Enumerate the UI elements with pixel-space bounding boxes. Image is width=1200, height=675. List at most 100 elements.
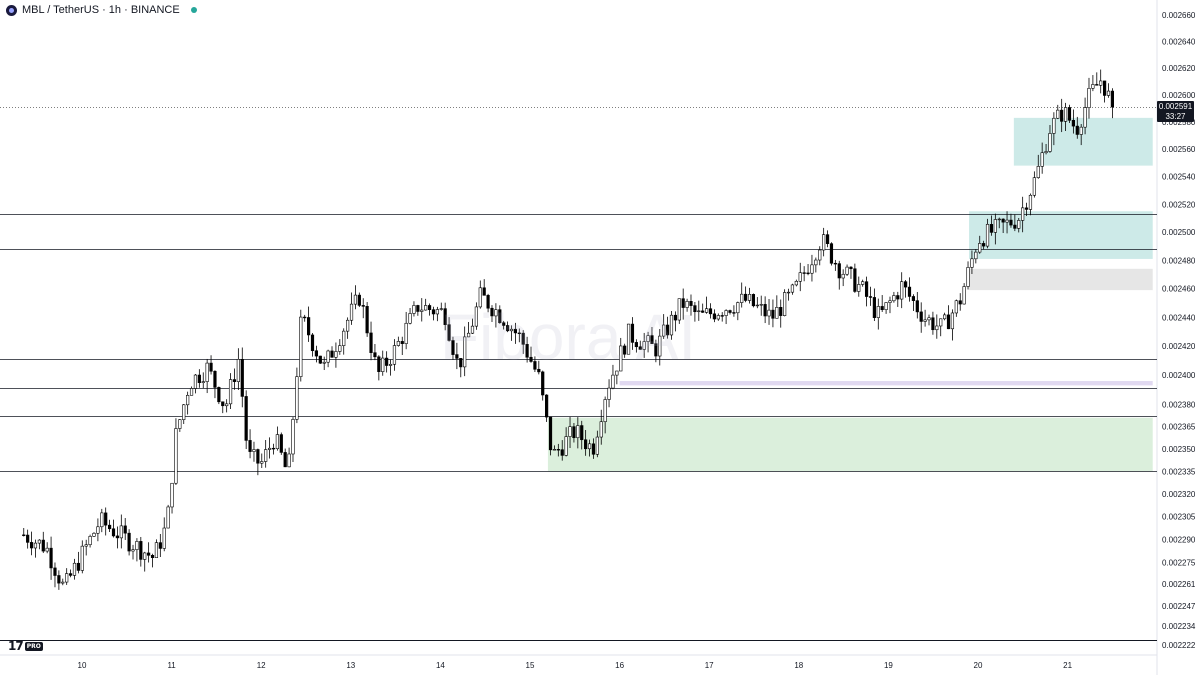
- candle-body: [954, 300, 958, 314]
- candle-body: [498, 309, 502, 324]
- candle-body: [837, 263, 841, 279]
- candle-body: [966, 267, 970, 287]
- candle-body: [353, 294, 358, 305]
- candle-body: [728, 310, 732, 313]
- symbol-legend[interactable]: MBL / TetherUS · 1h · BINANCE: [6, 4, 197, 16]
- candle-body: [654, 343, 658, 357]
- candle-body: [435, 309, 439, 315]
- candle-body: [681, 298, 685, 308]
- candle-body: [369, 332, 373, 353]
- candle-body: [72, 562, 77, 576]
- candle-body: [841, 273, 845, 279]
- candle-body: [197, 374, 201, 383]
- candle-body: [521, 332, 525, 345]
- candle-body: [708, 308, 713, 315]
- candle-body: [463, 336, 467, 368]
- last-price-value: 0.002591: [1158, 102, 1193, 111]
- candle-body: [720, 315, 724, 317]
- candle-body: [584, 439, 588, 450]
- candle-body: [33, 542, 38, 549]
- candle-body: [884, 302, 888, 311]
- tradingview-logo[interactable]: 17 PRO: [8, 639, 43, 653]
- candle-body: [712, 313, 717, 320]
- candle-body: [307, 317, 311, 336]
- candle-body: [1075, 125, 1079, 135]
- candle-body: [1028, 194, 1033, 210]
- y-tick-label: 0.002275: [1162, 558, 1196, 567]
- candle-body: [802, 272, 806, 274]
- candle-body: [1040, 152, 1044, 167]
- candle-body: [880, 306, 884, 311]
- zone-teal-0: [1013, 117, 1153, 166]
- candle-body: [950, 312, 955, 330]
- candle-body: [857, 284, 861, 292]
- candle-body: [1110, 90, 1114, 108]
- candle-body: [104, 512, 108, 526]
- candle-body: [935, 325, 939, 331]
- candle-body: [334, 351, 338, 358]
- candle-body: [970, 258, 974, 268]
- candle-body: [322, 361, 326, 364]
- candle-body: [611, 374, 615, 389]
- candle-body: [525, 344, 529, 358]
- candle-body: [170, 482, 174, 508]
- candle-body: [381, 357, 385, 372]
- candle-body: [658, 335, 662, 357]
- candle-body: [404, 322, 408, 344]
- y-tick-label: 0.002660: [1162, 11, 1196, 20]
- candle-body: [478, 287, 482, 308]
- tradingview-mark: 17: [8, 639, 24, 653]
- candle-body: [236, 359, 240, 382]
- y-tick-label: 0.002420: [1162, 342, 1196, 351]
- y-tick-label: 0.002640: [1162, 37, 1196, 46]
- candle-body: [100, 512, 104, 528]
- candle-body: [451, 340, 455, 355]
- candle-body: [361, 305, 365, 307]
- candle-body: [201, 381, 205, 383]
- candle-body: [330, 350, 334, 358]
- candle-body: [564, 436, 568, 456]
- candle-body: [388, 363, 393, 366]
- candle-body: [1005, 219, 1009, 223]
- candle-body: [1106, 90, 1111, 96]
- candle-body: [775, 307, 779, 319]
- candle-body: [587, 443, 592, 450]
- candle-body: [287, 453, 291, 468]
- candle-body: [1063, 107, 1068, 122]
- candle-body: [673, 314, 677, 321]
- candle-body: [810, 264, 814, 274]
- candle-body: [443, 308, 447, 325]
- candle-body: [68, 573, 73, 576]
- candle-body: [494, 309, 498, 317]
- candle-body: [1032, 177, 1036, 196]
- candle-body: [314, 350, 319, 357]
- candle-body: [1091, 84, 1095, 89]
- candle-body: [41, 539, 45, 552]
- candle-body: [626, 323, 631, 355]
- candle-body: [150, 554, 155, 559]
- candle-body: [447, 324, 451, 341]
- candle-body: [939, 318, 943, 327]
- candle-body: [783, 292, 787, 316]
- candle-body: [552, 449, 557, 451]
- candle-body: [576, 425, 580, 439]
- y-tick-label: 0.002440: [1162, 313, 1196, 322]
- candle-body: [275, 434, 279, 450]
- candle-body: [958, 300, 962, 305]
- y-tick-label: 0.002600: [1162, 91, 1196, 100]
- candle-body: [607, 387, 611, 400]
- y-tick-label: 0.002620: [1162, 64, 1196, 73]
- candle-body: [864, 281, 869, 297]
- candle-body: [545, 394, 549, 418]
- candle-body: [26, 534, 30, 543]
- candle-body: [876, 306, 880, 318]
- candle-body: [408, 313, 412, 324]
- y-tick-label: 0.002247: [1162, 602, 1196, 611]
- candle-body: [162, 527, 166, 549]
- candle-body: [537, 368, 541, 373]
- candle-body: [697, 310, 701, 313]
- candle-body: [962, 286, 966, 305]
- candle-body: [65, 573, 69, 583]
- candle-body: [267, 447, 272, 450]
